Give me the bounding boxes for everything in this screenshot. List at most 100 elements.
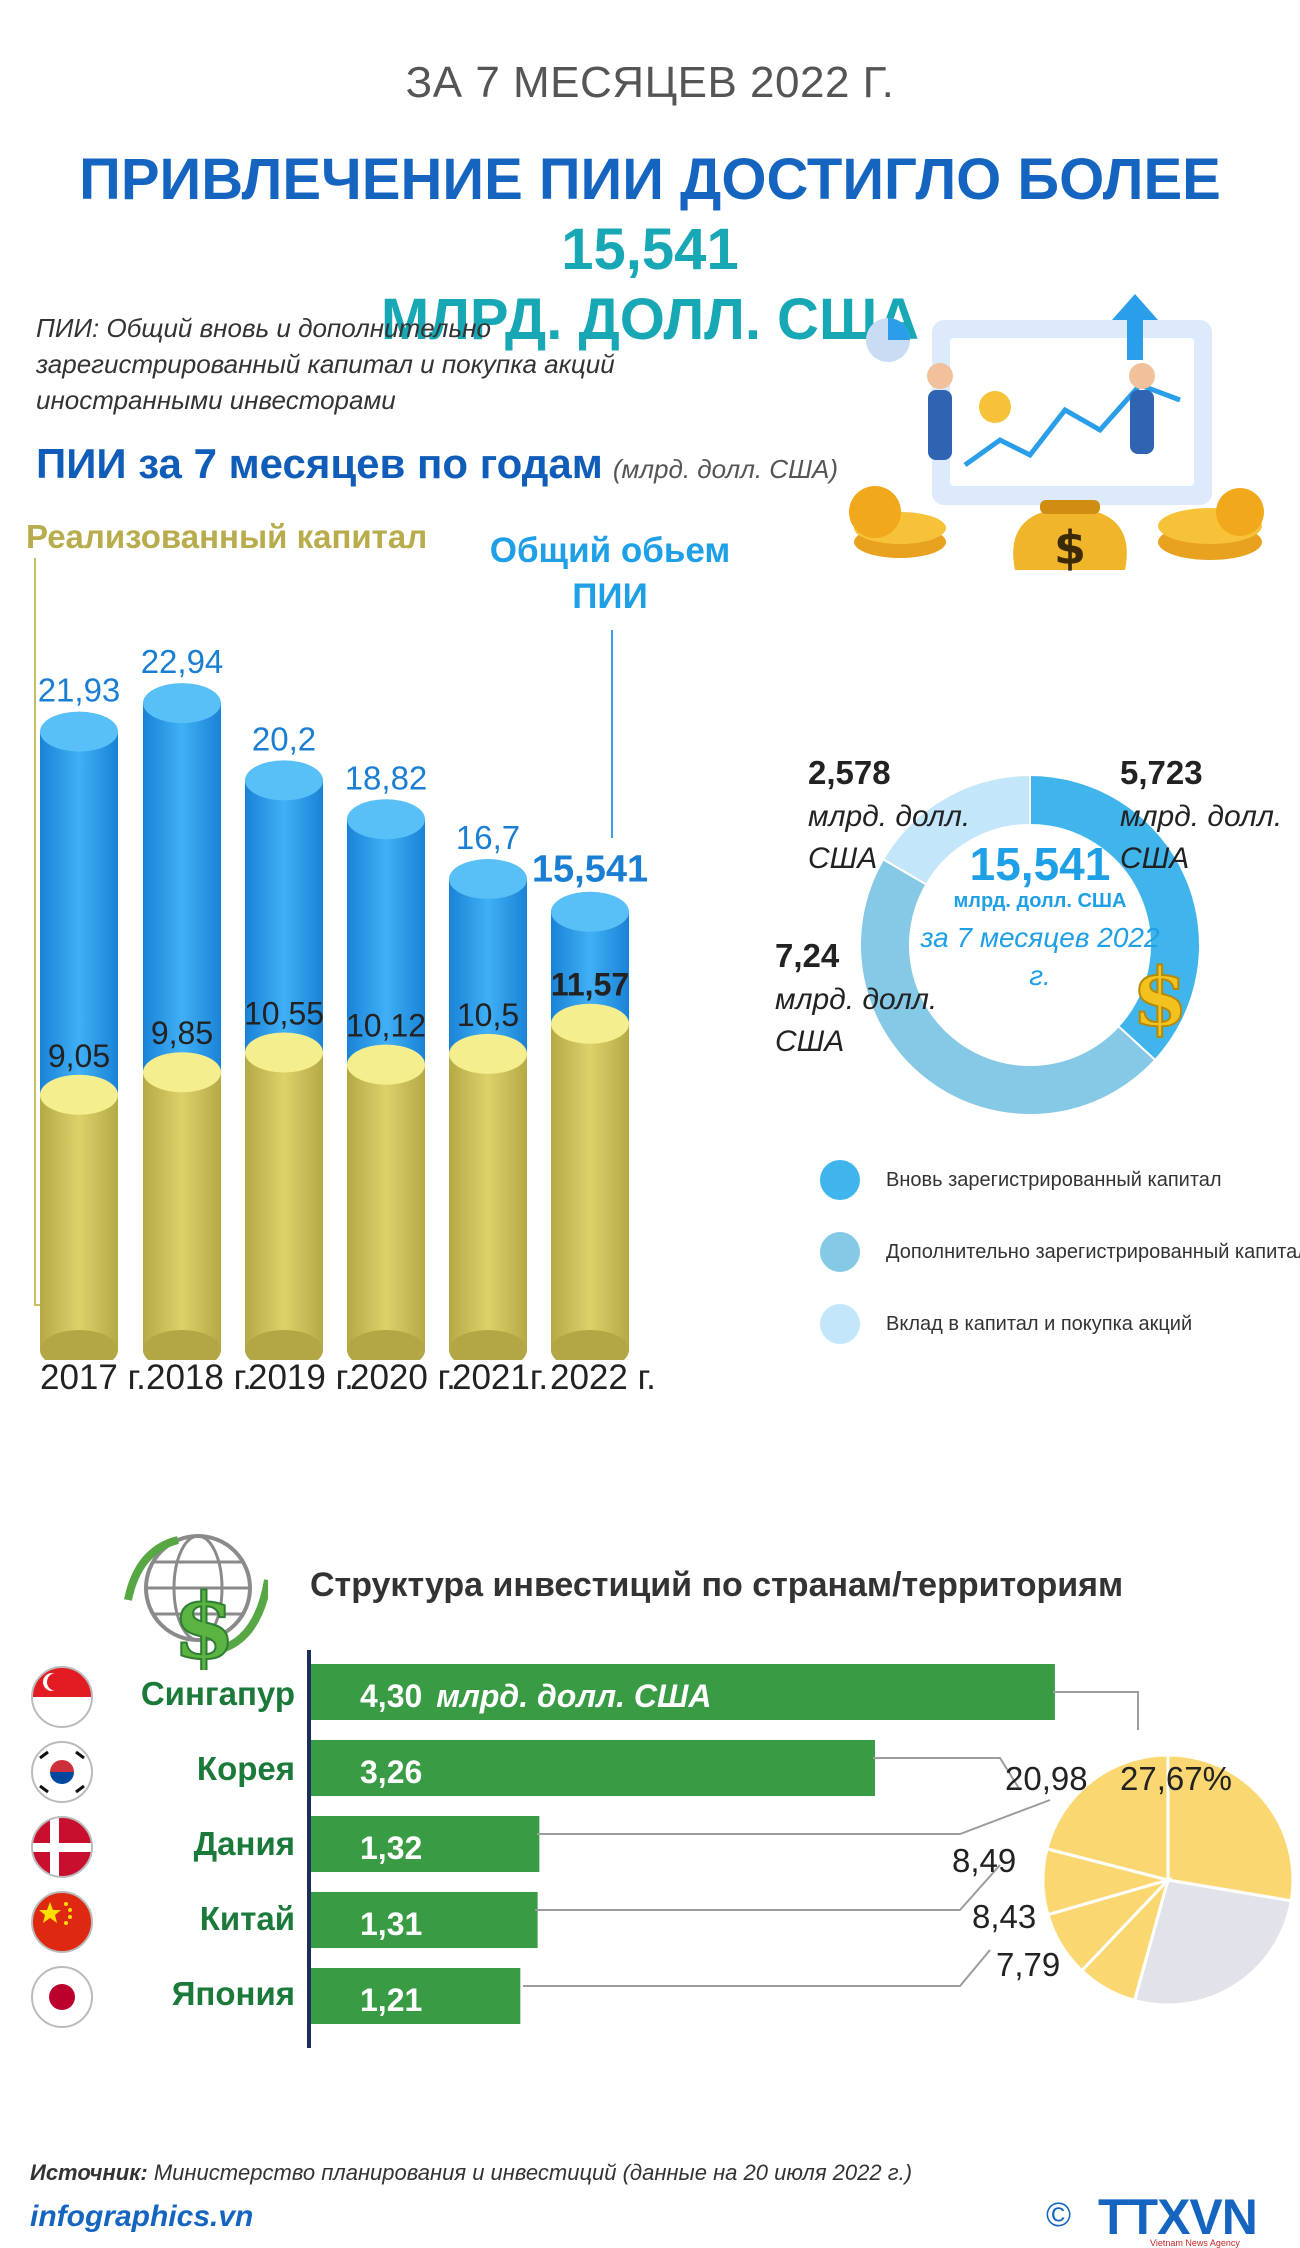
donut-slice-additional [859,857,1157,1116]
total-fdi-bar-top [143,683,221,724]
year-label: 2021г. [452,1358,549,1397]
china-flag-icon [31,1891,93,1953]
country-bar [311,1816,540,1872]
realized-capital-bar-top [143,1052,221,1093]
pie-slice-singapore [1166,1753,1295,1903]
pie-label-singapore-share: 27,67% [1120,1760,1232,1797]
donut-label-contribution: 2,578 млрд. долл. США [808,754,971,875]
realized-capital-bar [40,1094,118,1350]
title-highlight: 15,541 [561,217,739,282]
realized-capital-bar-top [347,1044,425,1085]
brand-subtitle: Vietnam News Agency [1150,2238,1240,2248]
year-label: 2020 г. [350,1358,456,1397]
country-investment-chart [307,1650,1295,2048]
donut-slice-contribution [881,773,1031,886]
bar-value-japan: 1,21 [360,1982,423,2018]
pie-slice-other [1132,1878,1293,2007]
singapore-flag-icon [31,1666,93,1728]
total-fdi-label: 20,2 [252,720,316,757]
label-realized-capital: Реализованный капитал [26,518,428,555]
total-fdi-bar-top [551,891,629,932]
realized-capital-bar [347,1064,425,1350]
source-note: Источник: Министерство планирования и ин… [30,2160,913,2185]
year-label: 2019 г. [248,1358,354,1397]
korea-flag-icon [31,1741,93,1803]
title-part2: МЛРД. ДОЛЛ. США [380,287,920,352]
country-bar [311,1664,1055,1720]
svg-text:$: $ [173,1574,236,1670]
pie-label-denmark-share: 8,49 [952,1842,1017,1879]
realized-capital-bar [551,1023,629,1350]
total-fdi-bar-top [40,711,118,752]
header-subtitle: ЗА 7 МЕСЯЦЕВ 2022 Г. [405,58,895,107]
money-bag-icon [1013,510,1127,570]
title-part1: ПРИВЛЕЧЕНИЕ ПИИ ДОСТИГЛО БОЛЕЕ [79,147,1221,212]
realized-capital-bar [245,1052,323,1350]
realized-capital-bar-top [40,1074,118,1115]
bar-value-korea: 3,26 [360,1754,423,1790]
country-name-japan: Япония [171,1975,295,2012]
investment-illustration: $ [849,294,1264,575]
total-fdi-label: 16,7 [456,819,520,856]
fdi-definition: ПИИ: Общий вновь и дополнительно зарегис… [36,313,615,415]
year-label: 2017 г. [40,1358,146,1397]
country-section-title: Структура инвестиций по странам/территор… [310,1566,1124,1604]
pie-label-china-share: 8,43 [972,1898,1037,1935]
total-fdi-bar-top [449,859,527,900]
businessman-right [1130,390,1154,454]
denmark-flag-icon [31,1816,93,1878]
pie-label-korea-share: 20,98 [1005,1760,1088,1797]
realized-capital-label: 10,55 [244,995,324,1031]
section-unit: (млрд. долл. США) [612,454,839,484]
pie-slice-korea [1045,1753,1170,1882]
legend-additional-capital: Дополнительно зарегистрированный капитал [820,1230,1300,1274]
country-name-korea: Корея [196,1750,295,1787]
realized-capital-bar-top [449,1033,527,1074]
legend-swatch [820,1304,860,1344]
page-title: ПРИВЛЕЧЕНИЕ ПИИ ДОСТИГЛО БОЛЕЕ 15,541 МЛ… [0,145,1300,355]
legend-new-capital: Вновь зарегистрированный капитал [820,1158,1222,1202]
copyright-icon: © [1046,2196,1072,2234]
country-name-china: Китай [199,1900,295,1937]
realized-capital-bar [143,1072,221,1350]
realized-capital-bar [449,1053,527,1350]
total-fdi-label: 18,82 [345,759,428,796]
total-fdi-label: 15,541 [532,849,648,891]
pie-label-japan-share: 7,79 [996,1946,1061,1983]
realized-capital-bar-top [551,1003,629,1044]
section-title-years: ПИИ за 7 месяцев по годам (млрд. долл. СШ… [36,440,839,487]
country-bar [311,1968,521,2024]
bar-value-singapore: 4,30 млрд. долл. США [360,1678,712,1714]
realized-capital-label: 11,57 [551,967,629,1003]
realized-capital-label: 9,85 [151,1015,213,1051]
realized-capital-label: 9,05 [48,1038,110,1074]
realized-capital-bar-top [245,1032,323,1073]
donut-center-total: 15,541 млрд. долл. США за 7 месяцев 2022… [920,838,1160,991]
total-fdi-label: 22,94 [141,643,224,680]
year-label: 2018 г. [146,1358,252,1397]
dollar-sign-icon: $ [1132,950,1188,1044]
country-name-singapore: Сингапур [140,1675,295,1712]
total-fdi-bar-top [347,799,425,840]
total-fdi-bar-top [245,760,323,801]
year-label: 2022 г. [550,1358,656,1397]
total-fdi-label: 21,93 [38,672,121,709]
brand-logo: TTXVN [1098,2189,1258,2245]
pie-connector-lines [523,1691,1139,1987]
legend-swatch [820,1232,860,1272]
fdi-structure-donut: $ [859,773,1201,1116]
bar-value-china: 1,31 [360,1906,423,1942]
bar-value-denmark: 1,32 [360,1830,423,1866]
svg-text:$: $ [1054,521,1086,575]
donut-slice-new [1029,773,1201,1062]
legend-capital-contribution: Вклад в капитал и покупка акций [820,1302,1192,1346]
legend-swatch [820,1160,860,1200]
globe-dollar-icon: $ [124,1534,268,1670]
site-link[interactable]: infographics.vn [30,2200,254,2233]
label-total-fdi: Общий обьем ПИИ [489,531,731,616]
arrow-up-icon [1112,294,1158,320]
realized-capital-label: 10,5 [457,997,519,1033]
country-name-denmark: Дания [193,1825,295,1862]
fdi-cylinder-chart: 21,93 9,05 22,94 9,85 20,2 10,55 18,82 10,12 16,… [34,558,648,1360]
donut-label-additional: 7,24 млрд. долл. США [775,937,938,1058]
